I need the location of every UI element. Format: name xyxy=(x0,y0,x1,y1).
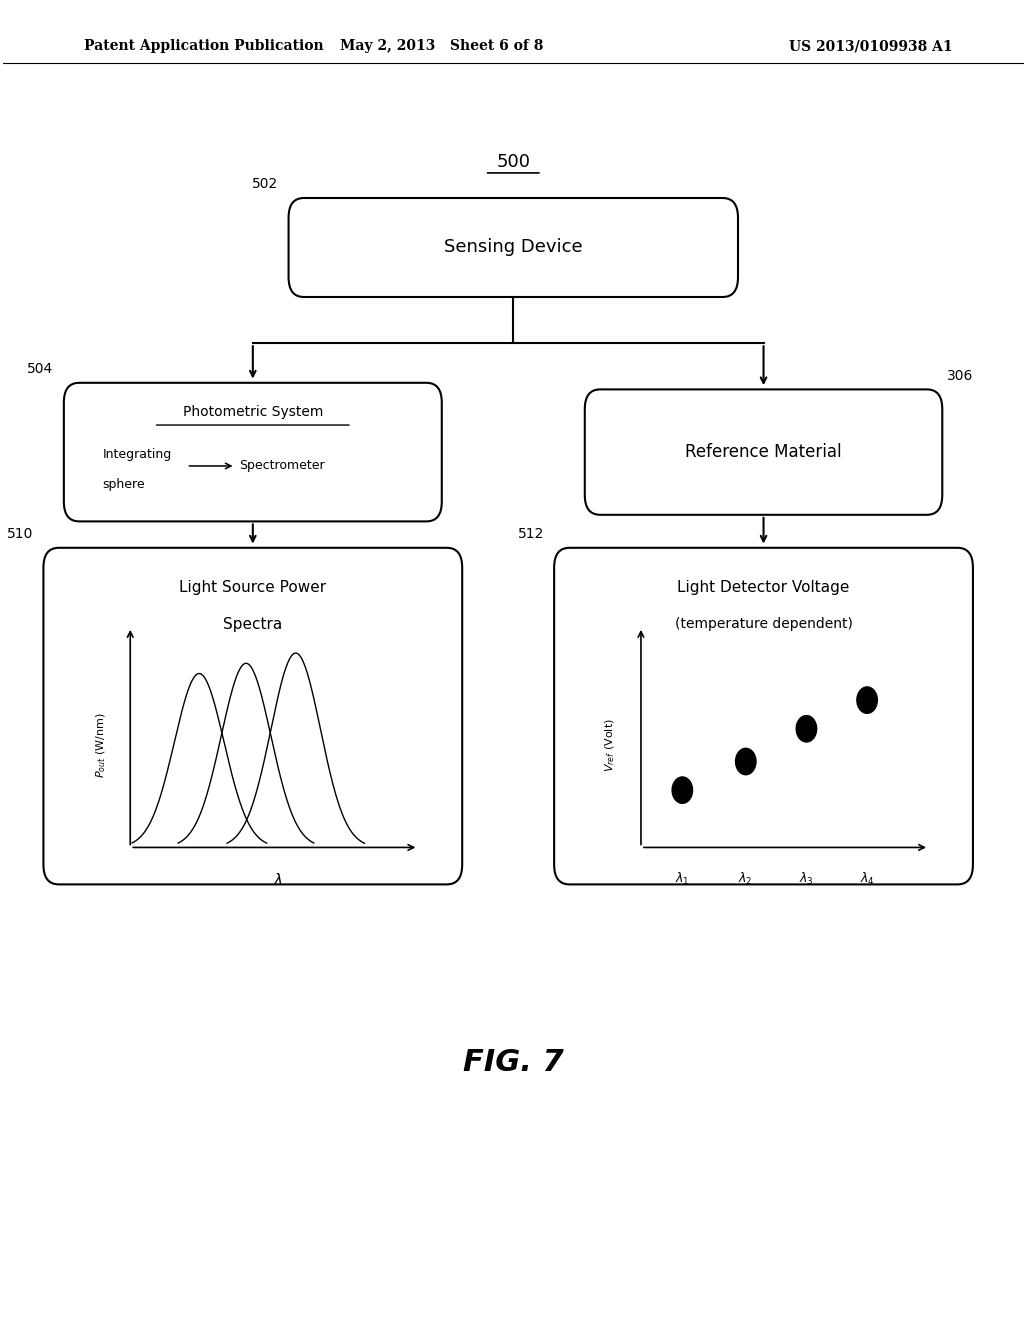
Text: $\lambda_3$: $\lambda_3$ xyxy=(799,871,814,887)
Text: 306: 306 xyxy=(947,368,974,383)
Circle shape xyxy=(857,686,878,713)
Text: Photometric System: Photometric System xyxy=(182,405,323,418)
Text: 510: 510 xyxy=(7,527,33,541)
Text: 500: 500 xyxy=(497,153,530,172)
Circle shape xyxy=(735,748,756,775)
Text: Spectra: Spectra xyxy=(223,616,283,632)
Text: 502: 502 xyxy=(252,177,279,191)
Text: $\lambda_1$: $\lambda_1$ xyxy=(675,871,690,887)
Text: Light Detector Voltage: Light Detector Voltage xyxy=(677,579,850,595)
FancyBboxPatch shape xyxy=(554,548,973,884)
Text: $V_{ref}$ (Volt): $V_{ref}$ (Volt) xyxy=(603,718,617,772)
Text: $\lambda$: $\lambda$ xyxy=(273,873,284,888)
FancyBboxPatch shape xyxy=(585,389,942,515)
Text: 512: 512 xyxy=(517,527,544,541)
Text: Light Source Power: Light Source Power xyxy=(179,579,327,595)
Text: $P_{out}$ (W/nm): $P_{out}$ (W/nm) xyxy=(95,713,109,777)
Text: $\lambda_4$: $\lambda_4$ xyxy=(859,871,874,887)
Text: Integrating: Integrating xyxy=(102,447,172,461)
FancyBboxPatch shape xyxy=(289,198,738,297)
Text: 504: 504 xyxy=(28,362,53,376)
Circle shape xyxy=(672,777,692,804)
Text: sphere: sphere xyxy=(102,478,145,491)
Text: $\lambda_2$: $\lambda_2$ xyxy=(738,871,753,887)
Text: FIG. 7: FIG. 7 xyxy=(463,1048,563,1077)
Text: Sensing Device: Sensing Device xyxy=(444,239,583,256)
Text: Spectrometer: Spectrometer xyxy=(240,459,326,473)
Text: Reference Material: Reference Material xyxy=(685,444,842,461)
Text: (temperature dependent): (temperature dependent) xyxy=(675,618,852,631)
FancyBboxPatch shape xyxy=(63,383,441,521)
FancyBboxPatch shape xyxy=(43,548,462,884)
Text: US 2013/0109938 A1: US 2013/0109938 A1 xyxy=(788,40,952,53)
Text: Patent Application Publication: Patent Application Publication xyxy=(84,40,324,53)
Text: May 2, 2013   Sheet 6 of 8: May 2, 2013 Sheet 6 of 8 xyxy=(340,40,544,53)
Circle shape xyxy=(797,715,817,742)
